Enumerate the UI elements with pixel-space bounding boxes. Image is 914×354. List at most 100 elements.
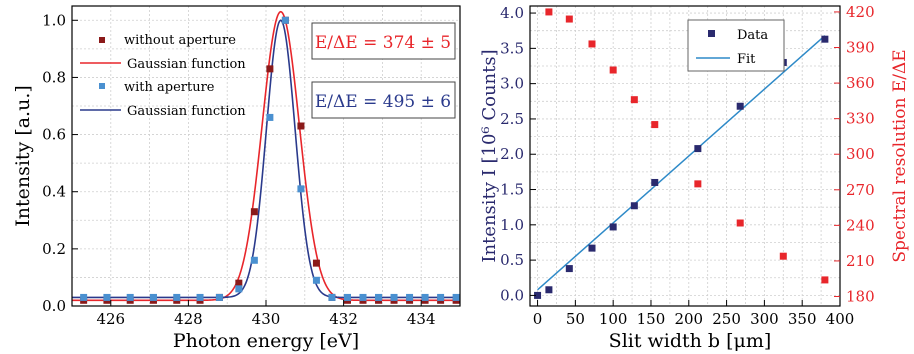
right-fit-line [537,35,826,291]
annotation-box-blue [311,81,456,119]
point-with-aperture [173,293,181,301]
legend-label-data: Data [737,28,768,43]
left-ticks: 426 428 430 432 434 0.0 0.2 0.4 0.6 0.8 1.0 [42,11,435,328]
left-y-tick-label: 1.0 [42,11,66,29]
left-data-points [80,16,460,304]
point-spectral-resolution [779,252,787,260]
right-y-tick-label: 1.5 [500,181,524,199]
right-secondary-y-tick-label: 390 [846,39,875,57]
point-with-aperture [297,185,305,193]
right-grid [530,6,841,306]
point-with-aperture [103,293,111,301]
point-spectral-resolution [630,96,638,104]
legend-label-without-aperture: without aperture [124,33,236,48]
right-y-tick-label: 3.0 [500,75,524,93]
point-without-aperture [266,65,274,73]
point-intensity-data [694,145,702,153]
legend-marker-without-aperture [99,37,105,43]
left-y-tick-label: 0.4 [42,183,66,201]
left-y-axis-label: Intensity [a.u.] [12,85,34,227]
legend-label-gaussian-red: Gaussian function [127,57,246,72]
point-without-aperture [297,122,305,130]
point-intensity-data [630,202,638,210]
point-with-aperture [359,293,367,301]
point-intensity-data [545,286,553,294]
point-with-aperture [452,293,460,301]
right-legend-box [687,19,785,72]
right-plot-frame [529,5,841,307]
right-y-tick-label: 2.5 [500,110,524,128]
right-secondary-y-tick-label: 420 [846,3,875,21]
point-spectral-resolution [588,40,596,48]
left-legend: without aperture Gaussian function with … [80,33,246,119]
linear-fit-line [537,35,826,291]
right-y-tick-label: 1.0 [500,216,524,234]
point-with-aperture [235,285,243,293]
right-chart: 0 50 100 150 200 250 300 350 400 0.0 0.5 1.0 1.5 2.0 2… [479,3,910,352]
annotation-box-red [311,22,456,60]
right-x-tick-label: 300 [750,310,779,328]
right-x-tick-label: 200 [674,310,703,328]
point-spectral-resolution [736,219,744,227]
point-intensity-data [736,102,744,110]
point-with-aperture [390,293,398,301]
legend-marker-with-aperture [99,83,105,89]
point-intensity-data [534,291,542,299]
right-x-tick-label: 50 [566,310,585,328]
left-x-tick-label: 434 [407,310,436,328]
point-intensity-data [609,223,617,231]
point-with-aperture [375,293,383,301]
point-with-aperture [215,293,223,301]
point-with-aperture [80,293,88,301]
point-intensity-data [565,265,573,273]
right-y-tick-label: 4.0 [500,4,524,22]
right-secondary-y-tick-label: 300 [846,145,875,163]
point-spectral-resolution [651,121,659,129]
left-y-tick-label: 0.8 [42,68,66,86]
left-x-tick-label: 428 [174,310,203,328]
point-with-aperture [149,293,157,301]
point-spectral-resolution [694,180,702,188]
right-x-tick-label: 400 [826,310,855,328]
point-with-aperture [126,293,134,301]
point-with-aperture [437,293,445,301]
right-y-tick-label: 2.0 [500,145,524,163]
left-x-tick-label: 432 [329,310,358,328]
left-y-tick-label: 0.6 [42,126,66,144]
point-with-aperture [312,276,320,284]
point-with-aperture [406,293,414,301]
left-chart: 426 428 430 432 434 0.0 0.2 0.4 0.6 0.8 1.0 withou… [12,5,461,352]
left-x-tick-label: 430 [252,310,281,328]
point-intensity-data [651,178,659,186]
point-with-aperture [328,293,336,301]
point-without-aperture [312,259,320,267]
point-spectral-resolution [821,276,829,284]
right-secondary-y-tick-label: 240 [846,216,875,234]
annotation-text-red: E/ΔE = 374 ± 5 [315,33,451,53]
point-with-aperture [250,256,258,264]
right-legend: Data Fit [687,19,785,72]
right-y-tick-label: 0.0 [500,286,524,304]
right-secondary-y-tick-label: 360 [846,74,875,92]
right-data-points [534,8,829,299]
right-secondary-y-tick-label: 330 [846,110,875,128]
right-x-axis-label: Slit width b [μm] [609,330,772,352]
right-x-tick-label: 250 [712,310,741,328]
left-y-tick-label: 0.0 [42,297,66,315]
right-y-tick-label: 3.5 [500,39,524,57]
point-with-aperture [343,293,351,301]
legend-marker-data [708,30,715,37]
right-secondary-y-axis-label: Spectral resolution E/ΔE [890,49,910,262]
point-spectral-resolution [545,8,553,16]
point-spectral-resolution [609,66,617,74]
legend-label-with-aperture: with aperture [124,80,215,95]
point-without-aperture [235,279,243,287]
right-secondary-y-tick-label: 180 [846,288,875,306]
point-intensity-data [588,244,596,252]
point-with-aperture [196,293,204,301]
right-ticks: 0 50 100 150 200 250 300 350 400 0.0 0.5 1.0 1.5 2.0 2… [500,3,875,328]
right-x-tick-label: 350 [788,310,817,328]
legend-label-fit: Fit [737,52,756,67]
right-x-tick-label: 100 [599,310,628,328]
